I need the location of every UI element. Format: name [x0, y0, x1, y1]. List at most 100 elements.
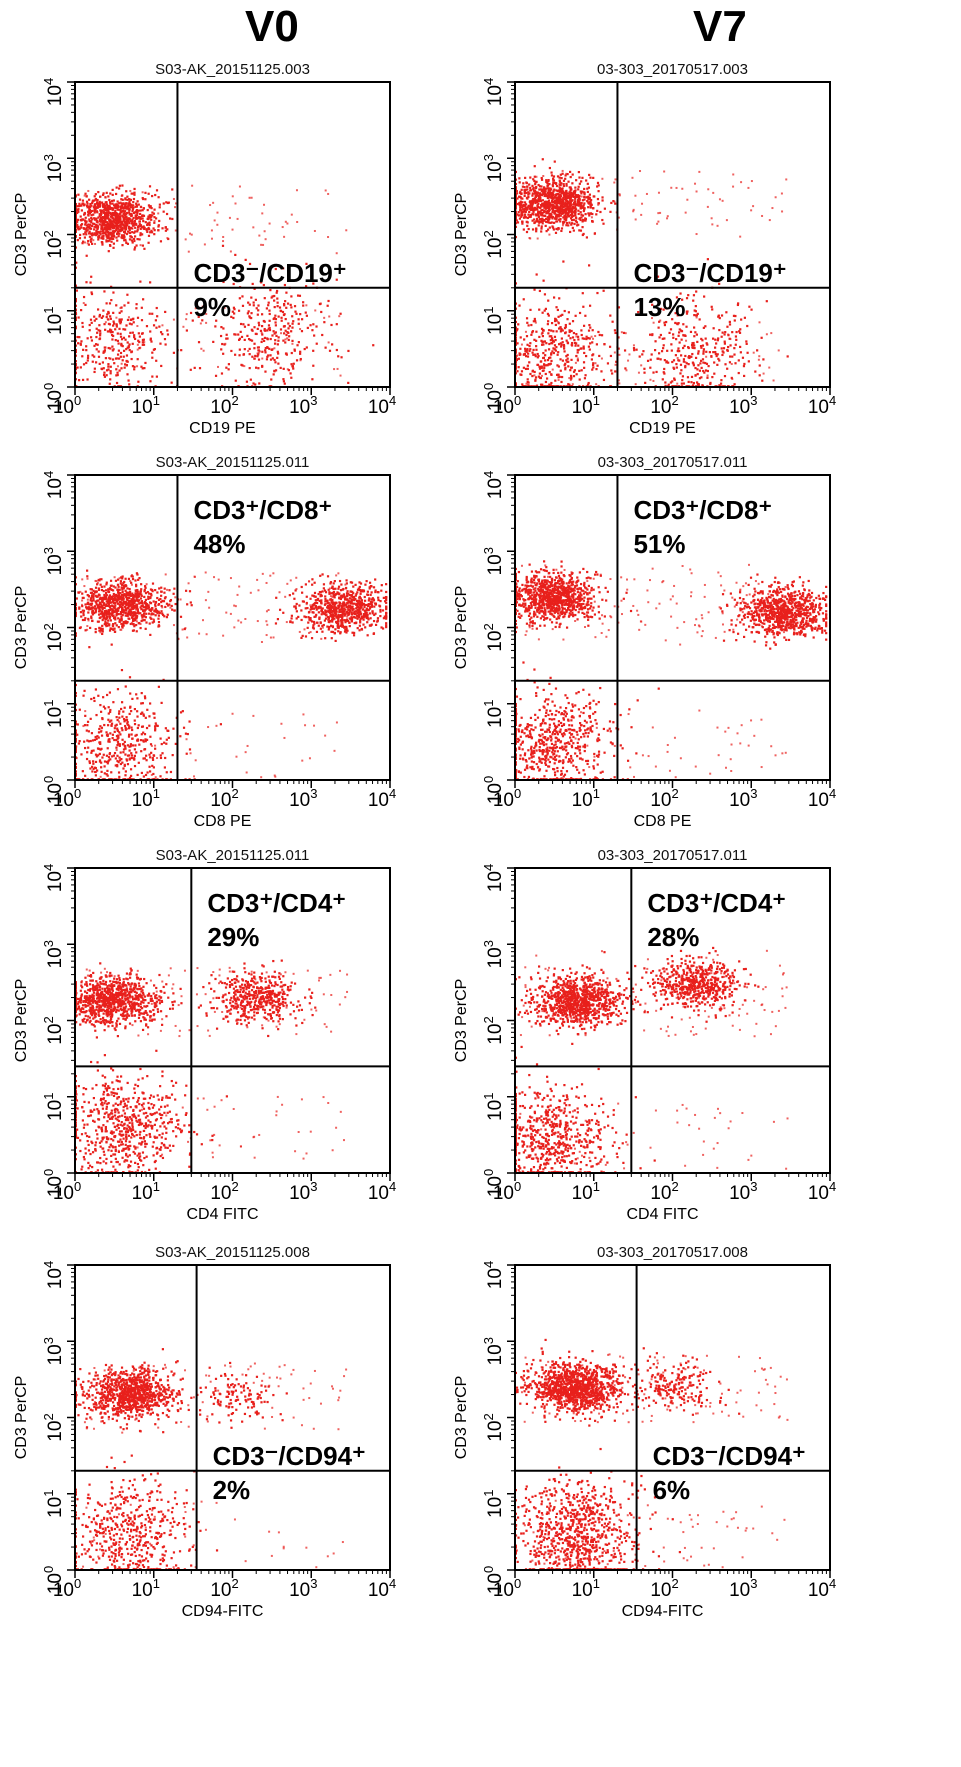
y-tick-label: 104 — [41, 1261, 66, 1289]
gate-percent: 2% — [213, 1475, 251, 1505]
plot-v7-cd8: 03-303_20170517.011 100 100 101 101 102 102 103… — [440, 445, 920, 885]
plot-title: S03-AK_20151125.003 — [155, 61, 310, 78]
y-tick-label: 103 — [481, 1337, 506, 1365]
y-tick-label: 103 — [41, 1337, 66, 1365]
y-tick-label: 100 — [481, 1169, 506, 1197]
plot-title: 03-303_20170517.011 — [598, 454, 748, 471]
event-dots — [514, 560, 828, 781]
x-axis-label: CD4 FITC — [187, 1206, 259, 1223]
gate-percent: 6% — [653, 1475, 691, 1505]
y-tick-label: 103 — [481, 940, 506, 968]
x-axis-label: CD94-FITC — [182, 1603, 264, 1620]
column-header-v7: V7 — [693, 2, 747, 51]
plot-title: 03-303_20170517.008 — [597, 1244, 748, 1261]
flow-plot-svg: 03-303_20170517.008100100101101102102103… — [453, 1244, 836, 1620]
x-tick-label: 103 — [289, 786, 317, 811]
gate-percent: 29% — [207, 922, 259, 952]
y-tick-label: 100 — [41, 1566, 66, 1594]
y-tick-label: 101 — [41, 307, 66, 335]
y-tick-label: 101 — [481, 1093, 506, 1121]
y-tick-label: 100 — [481, 776, 506, 804]
gate-label: CD3⁺/CD8⁺ — [633, 495, 772, 525]
y-axis-label: CD3 PerCP — [13, 193, 30, 277]
x-tick-label: 104 — [368, 786, 396, 811]
x-tick-label: 102 — [210, 1179, 238, 1204]
x-tick-label: 101 — [132, 786, 160, 811]
event-dots — [74, 569, 388, 781]
y-tick-label: 104 — [481, 471, 506, 499]
event-dots — [514, 158, 789, 388]
y-axis-label: CD3 PerCP — [453, 979, 470, 1063]
x-axis-label: CD8 PE — [634, 813, 692, 830]
plot-title: S03-AK_20151125.011 — [156, 454, 310, 471]
x-tick-label: 101 — [572, 786, 600, 811]
y-tick-label: 101 — [41, 700, 66, 728]
y-tick-label: 104 — [41, 78, 66, 106]
plot-title: 03-303_20170517.003 — [597, 61, 748, 78]
flow-plot-svg: 03-303_20170517.011100100101101102102103… — [453, 847, 836, 1223]
y-axis-label: CD3 PerCP — [453, 1376, 470, 1460]
gate-percent: 28% — [647, 922, 699, 952]
x-tick-label: 103 — [729, 1179, 757, 1204]
y-tick-label: 104 — [481, 1261, 506, 1289]
y-tick-label: 104 — [41, 471, 66, 499]
plot-v0-cd94: S03-AK_20151125.008 100 100 101 101 102 102 103… — [0, 1235, 480, 1675]
plot-v0-cd8: S03-AK_20151125.011 100 100 101 101 102 102 103… — [0, 445, 480, 885]
x-tick-label: 102 — [650, 786, 678, 811]
x-tick-label: 104 — [368, 393, 396, 418]
y-tick-label: 102 — [481, 230, 506, 258]
gate-percent: 48% — [193, 529, 245, 559]
y-tick-label: 101 — [41, 1490, 66, 1518]
x-axis-label: CD19 PE — [629, 420, 696, 437]
x-tick-label: 101 — [572, 1576, 600, 1601]
plot-v0-cd19: S03-AK_20151125.003 100 100 101 101 102 102 103… — [0, 52, 480, 492]
x-tick-label: 104 — [368, 1179, 396, 1204]
x-tick-label: 101 — [132, 1576, 160, 1601]
flow-plot-svg: S03-AK_20151125.011100100101101102102103… — [13, 847, 396, 1223]
gate-label: CD3⁺/CD8⁺ — [193, 495, 332, 525]
flow-plot-svg: 03-303_20170517.011100100101101102102103… — [453, 454, 836, 830]
y-tick-label: 103 — [481, 154, 506, 182]
column-header-v0: V0 — [245, 2, 299, 51]
plot-title: S03-AK_20151125.008 — [155, 1244, 310, 1261]
y-tick-label: 100 — [41, 776, 66, 804]
x-axis-label: CD8 PE — [194, 813, 252, 830]
gate-label: CD3⁻/CD94⁺ — [653, 1441, 806, 1471]
y-axis-label: CD3 PerCP — [453, 586, 470, 670]
event-dots — [514, 946, 789, 1174]
x-tick-label: 104 — [808, 786, 836, 811]
flow-plot-svg: S03-AK_20151125.011100100101101102102103… — [13, 454, 396, 830]
gate-label: CD3⁻/CD94⁺ — [213, 1441, 366, 1471]
y-tick-label: 101 — [481, 700, 506, 728]
y-tick-label: 101 — [481, 307, 506, 335]
x-tick-label: 103 — [289, 1179, 317, 1204]
y-tick-label: 101 — [481, 1490, 506, 1518]
x-tick-label: 101 — [132, 1179, 160, 1204]
plot-v0-cd4: S03-AK_20151125.011 100 100 101 101 102 102 103… — [0, 838, 480, 1278]
flow-plot-svg: S03-AK_20151125.003100100101101102102103… — [13, 61, 396, 437]
flow-plot-svg: S03-AK_20151125.008100100101101102102103… — [13, 1244, 396, 1620]
y-axis-label: CD3 PerCP — [13, 1376, 30, 1460]
x-tick-label: 102 — [650, 393, 678, 418]
x-tick-label: 104 — [368, 1576, 396, 1601]
y-tick-label: 103 — [41, 547, 66, 575]
gate-label: CD3⁻/CD19⁺ — [633, 258, 786, 288]
gate-percent: 51% — [633, 529, 685, 559]
x-tick-label: 104 — [808, 1179, 836, 1204]
y-tick-label: 102 — [41, 1016, 66, 1044]
y-tick-label: 104 — [481, 78, 506, 106]
y-tick-label: 101 — [41, 1093, 66, 1121]
y-tick-label: 100 — [41, 1169, 66, 1197]
y-axis-label: CD3 PerCP — [453, 193, 470, 277]
x-axis-label: CD94-FITC — [622, 1603, 704, 1620]
x-tick-label: 103 — [729, 786, 757, 811]
x-axis-label: CD4 FITC — [627, 1206, 699, 1223]
x-tick-label: 101 — [572, 1179, 600, 1204]
y-tick-label: 103 — [41, 940, 66, 968]
y-tick-label: 102 — [481, 623, 506, 651]
plot-v7-cd4: 03-303_20170517.011 100 100 101 101 102 102 103… — [440, 838, 920, 1278]
x-tick-label: 102 — [650, 1179, 678, 1204]
flow-plot-svg: 03-303_20170517.003100100101101102102103… — [453, 61, 836, 437]
y-tick-label: 102 — [481, 1413, 506, 1441]
y-tick-label: 104 — [481, 864, 506, 892]
